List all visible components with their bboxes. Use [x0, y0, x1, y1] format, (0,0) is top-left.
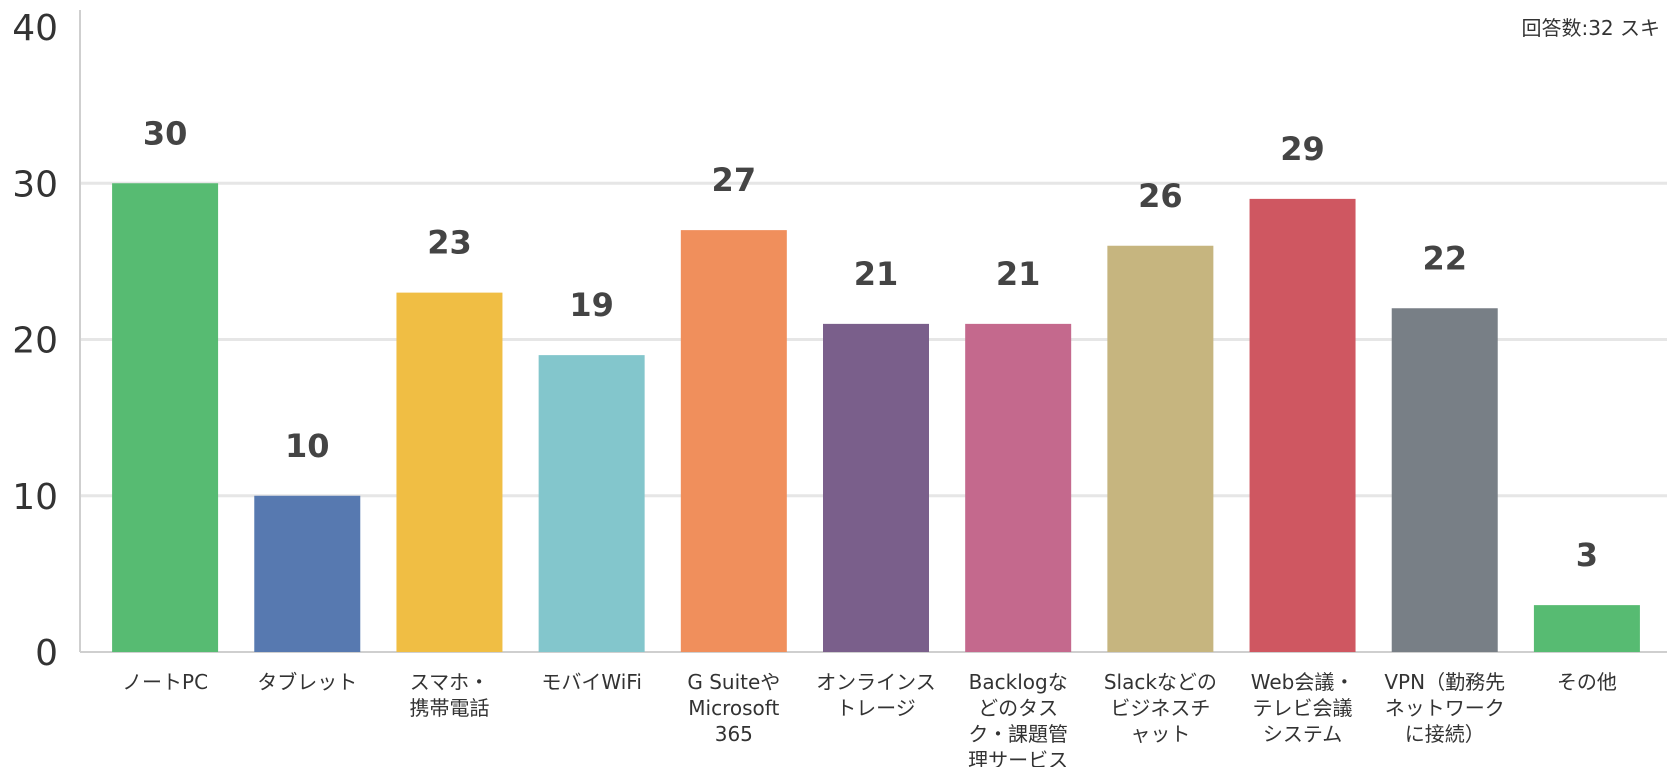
bar: [1249, 198, 1356, 652]
value-label: 22: [1422, 239, 1467, 277]
value-label: 26: [1138, 177, 1183, 215]
category-label: ノートPC: [122, 670, 208, 694]
value-label: 21: [996, 255, 1041, 293]
category-label: Backlogなどのタスク・課題管理サービス: [968, 670, 1068, 767]
bar: [396, 292, 503, 652]
y-tick-label: 10: [12, 477, 58, 518]
y-tick-label: 40: [12, 8, 58, 49]
value-label: 23: [427, 224, 472, 262]
category-label: Web会議・テレビ会議システム: [1251, 670, 1355, 746]
category-label: VPN（勤務先ネットワークに接続）: [1384, 670, 1505, 746]
category-label: モバイWiFi: [541, 670, 642, 694]
category-labels: ノートPC タブレット スマホ・携帯電話 モバイWiFi G Suiteや Microso…: [122, 670, 1617, 767]
value-label: 21: [854, 255, 899, 293]
y-axis-ticks: 0 10 20 30 40: [12, 8, 58, 674]
category-label: G Suiteや Microsoft 365: [687, 670, 780, 746]
category-label: Slackなどのビジネスチャット: [1104, 670, 1217, 746]
value-label: 3: [1576, 536, 1598, 574]
bar: [823, 323, 929, 652]
bar: [965, 323, 1072, 652]
category-label: その他: [1557, 670, 1617, 694]
value-labels: 30 10 23 19 27 21 21 26 29 22 3: [143, 114, 1598, 574]
bar: [1533, 605, 1640, 652]
bar: [1107, 245, 1214, 652]
value-label: 29: [1280, 130, 1325, 168]
bar: [538, 355, 645, 652]
bar: [680, 230, 787, 652]
y-tick-label: 0: [35, 633, 58, 674]
bar: [254, 495, 361, 652]
response-count-note: 回答数:32 スキ: [1521, 16, 1660, 40]
bar: [112, 183, 219, 652]
y-tick-label: 20: [12, 321, 58, 362]
bars: [112, 183, 1640, 652]
value-label: 30: [143, 114, 188, 152]
y-tick-label: 30: [12, 164, 58, 205]
category-label: タブレット: [257, 670, 357, 694]
bar: [1391, 308, 1498, 652]
category-label: オンラインストレージ: [816, 670, 936, 720]
value-label: 27: [712, 161, 757, 199]
value-label: 19: [569, 286, 614, 324]
value-label: 10: [285, 427, 330, 465]
category-label: スマホ・携帯電話: [409, 670, 489, 720]
